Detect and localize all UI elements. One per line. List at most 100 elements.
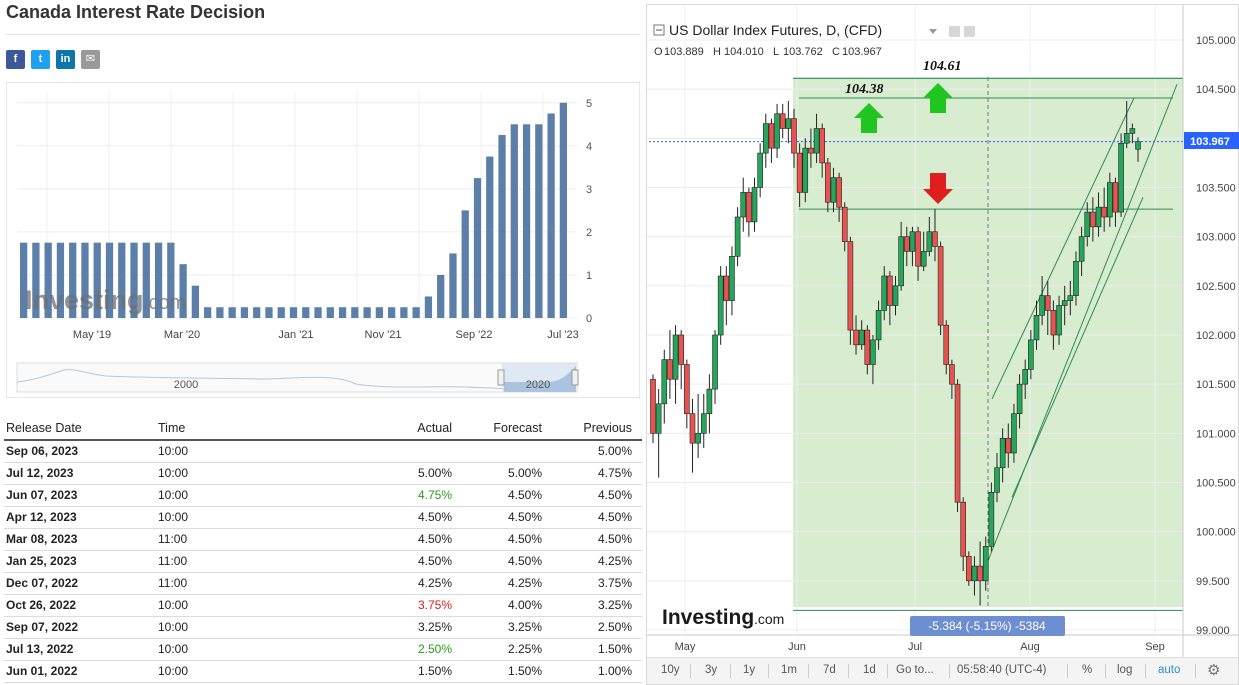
rate-bar[interactable]	[167, 242, 175, 318]
rate-bar[interactable]	[204, 307, 212, 318]
rate-bar[interactable]	[351, 307, 359, 318]
gear-icon[interactable]: ⚙	[1207, 662, 1221, 679]
range-10y-button[interactable]: 10y	[661, 664, 680, 676]
candle[interactable]	[791, 108, 797, 168]
candle[interactable]	[689, 398, 696, 473]
rate-bar[interactable]	[437, 274, 445, 318]
candle[interactable]	[723, 266, 730, 326]
header-release-date[interactable]: Release Date	[4, 416, 156, 441]
candle[interactable]	[650, 374, 656, 444]
rate-bar[interactable]	[473, 178, 482, 318]
rate-bar[interactable]	[522, 124, 531, 319]
candle[interactable]	[734, 207, 741, 267]
rate-bar[interactable]	[314, 307, 322, 318]
candle[interactable]	[960, 497, 966, 571]
candle[interactable]	[1090, 197, 1096, 242]
header-actual[interactable]: Actual	[346, 416, 456, 441]
rate-bar[interactable]	[461, 210, 469, 318]
rate-bar[interactable]	[179, 264, 187, 318]
candle[interactable]	[999, 428, 1006, 483]
rate-bar[interactable]	[93, 242, 101, 318]
candle[interactable]	[1061, 285, 1068, 326]
candle[interactable]	[667, 330, 673, 399]
rate-bar[interactable]	[277, 307, 285, 318]
rate-bar[interactable]	[253, 307, 261, 318]
rate-bar[interactable]	[338, 307, 347, 318]
facebook-share-button[interactable]: f	[6, 50, 25, 69]
candle[interactable]	[684, 359, 690, 429]
candle[interactable]	[870, 335, 876, 385]
rate-bar[interactable]	[375, 307, 383, 318]
candle[interactable]	[1050, 300, 1057, 350]
candle[interactable]	[903, 226, 910, 267]
rate-bar[interactable]	[388, 307, 396, 318]
rate-bar[interactable]	[535, 124, 543, 319]
rate-bar[interactable]	[81, 242, 89, 318]
rate-bar[interactable]	[240, 307, 249, 318]
candle[interactable]	[1107, 172, 1113, 227]
candle[interactable]	[892, 276, 899, 316]
rate-bar[interactable]	[130, 242, 138, 318]
candle[interactable]	[706, 374, 713, 434]
rate-bar[interactable]	[510, 124, 518, 319]
twitter-share-button[interactable]: t	[31, 50, 50, 69]
candle[interactable]	[982, 536, 989, 591]
candle[interactable]	[712, 330, 718, 404]
candle[interactable]	[1118, 133, 1124, 217]
candle[interactable]	[954, 379, 961, 512]
candle[interactable]	[813, 113, 820, 163]
candle[interactable]	[875, 300, 882, 350]
range-1y-button[interactable]: 1y	[743, 664, 756, 676]
candle[interactable]	[937, 241, 944, 335]
linkedin-share-button[interactable]: in	[56, 50, 75, 69]
rate-bar[interactable]	[424, 296, 433, 318]
rate-bar[interactable]	[400, 307, 408, 318]
candle[interactable]	[1016, 374, 1023, 429]
candle[interactable]	[695, 394, 701, 458]
candle[interactable]	[988, 482, 995, 552]
rate-bar[interactable]	[302, 307, 310, 318]
candle[interactable]	[751, 177, 758, 232]
candle[interactable]	[740, 177, 747, 232]
rate-bar[interactable]	[44, 242, 52, 318]
candle[interactable]	[1123, 100, 1130, 149]
candle[interactable]	[1078, 226, 1085, 276]
candle[interactable]	[836, 172, 842, 222]
rate-bar[interactable]	[118, 242, 126, 318]
candle[interactable]	[672, 325, 679, 404]
candle[interactable]	[841, 202, 848, 252]
candle[interactable]	[746, 187, 752, 237]
candle[interactable]	[762, 113, 769, 168]
candle[interactable]	[808, 128, 814, 168]
candle[interactable]	[881, 266, 888, 321]
candle[interactable]	[1084, 202, 1091, 247]
candle[interactable]	[1005, 423, 1012, 468]
rate-bar[interactable]	[69, 242, 77, 318]
chevron-down-icon[interactable]	[929, 29, 937, 34]
candle[interactable]	[768, 118, 775, 163]
goto-date-button[interactable]: Go to...	[896, 664, 934, 676]
dxy-price-axis[interactable]: 105.000104.500104.000103.500103.000102.5…	[1196, 35, 1236, 637]
candle[interactable]	[678, 330, 684, 390]
candle[interactable]	[1112, 177, 1119, 227]
candle[interactable]	[858, 320, 865, 350]
rate-bar[interactable]	[20, 242, 28, 318]
rate-chart-navigator[interactable]: 2000 2020	[16, 362, 579, 393]
range-3y-button[interactable]: 3y	[705, 664, 718, 676]
candle[interactable]	[971, 556, 978, 596]
candle[interactable]	[932, 209, 938, 262]
candle[interactable]	[864, 325, 871, 375]
rate-bar[interactable]	[142, 242, 150, 318]
candle[interactable]	[1095, 192, 1102, 237]
rate-bar[interactable]	[498, 135, 506, 318]
dxy-candlestick-chart[interactable]: 105.000104.500104.000103.500103.000102.5…	[647, 5, 1239, 657]
percent-scale-toggle[interactable]: %	[1082, 664, 1093, 676]
candle[interactable]	[1067, 280, 1074, 316]
rate-bar[interactable]	[105, 242, 114, 318]
header-previous[interactable]: Previous	[552, 416, 642, 441]
candle[interactable]	[757, 143, 763, 198]
candle[interactable]	[994, 453, 1000, 503]
header-forecast[interactable]: Forecast	[456, 416, 552, 441]
navigator-right-handle[interactable]	[571, 369, 579, 386]
rate-bar[interactable]	[228, 307, 236, 318]
